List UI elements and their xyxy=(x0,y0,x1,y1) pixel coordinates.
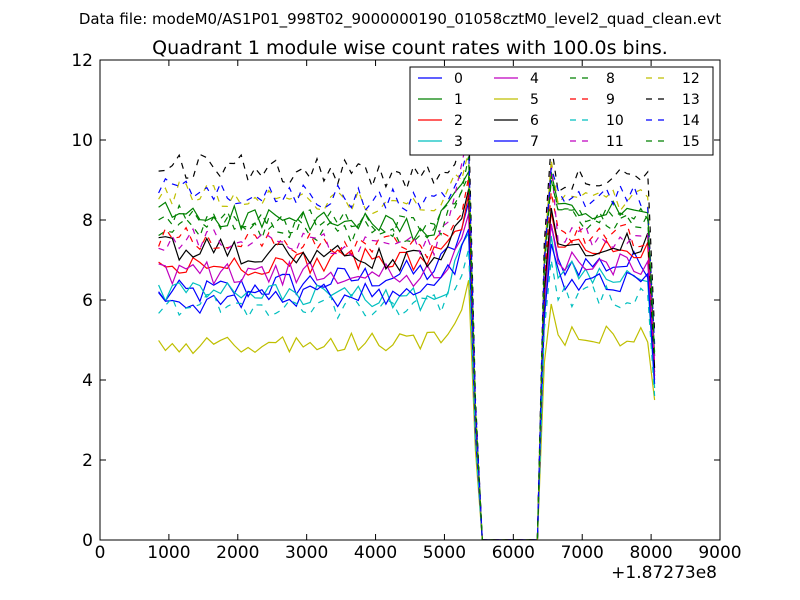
y-tick-label: 10 xyxy=(71,131,93,151)
legend-label-15: 15 xyxy=(682,134,700,150)
legend-label-0: 0 xyxy=(454,71,463,87)
legend-label-9: 9 xyxy=(606,92,615,108)
y-tick-label: 12 xyxy=(71,51,93,71)
x-tick-label: 5000 xyxy=(423,543,466,563)
series-line-6 xyxy=(158,189,656,540)
series-line-2 xyxy=(158,194,656,540)
x-tick-label: 6000 xyxy=(492,543,535,563)
legend-label-2: 2 xyxy=(454,113,463,129)
legend-label-3: 3 xyxy=(454,134,463,150)
y-tick-label: 0 xyxy=(82,531,93,551)
series-line-13 xyxy=(158,119,656,540)
series-line-1 xyxy=(158,169,656,540)
legend-label-11: 11 xyxy=(606,134,624,150)
series-line-12 xyxy=(158,150,656,540)
legend-label-1: 1 xyxy=(454,92,463,108)
legend-label-6: 6 xyxy=(530,113,539,129)
legend-box xyxy=(409,66,714,156)
series-line-14 xyxy=(158,144,656,540)
x-tick-label: 9000 xyxy=(698,543,741,563)
y-tick-label: 2 xyxy=(82,451,93,471)
series-line-7 xyxy=(158,228,656,540)
series-line-0 xyxy=(158,202,656,540)
x-tick-label: 8000 xyxy=(629,543,672,563)
series-line-15 xyxy=(158,156,656,540)
y-tick-label: 8 xyxy=(82,211,93,231)
legend-label-10: 10 xyxy=(606,113,624,129)
legend-label-7: 7 xyxy=(530,134,539,150)
series-line-4 xyxy=(158,213,656,540)
series-line-5 xyxy=(158,280,656,540)
legend-label-12: 12 xyxy=(682,71,700,87)
x-tick-label: 0 xyxy=(95,543,106,563)
x-tick-label: 4000 xyxy=(354,543,397,563)
series-line-10 xyxy=(158,249,656,540)
legend-label-4: 4 xyxy=(530,71,539,87)
legend-label-13: 13 xyxy=(682,92,700,108)
series-line-8 xyxy=(158,175,656,540)
axis-ticks: 0 1000 2000 3000 4000 5000 6000 7000 8000 9000 0 2 4… xyxy=(71,51,741,563)
series-layer xyxy=(158,119,656,540)
y-tick-label: 6 xyxy=(82,291,93,311)
x-offset-label: +1.87273e8 xyxy=(611,563,717,583)
x-tick-label: 1000 xyxy=(147,543,190,563)
legend-label-5: 5 xyxy=(530,92,539,108)
chart-suptitle: Data file: modeM0/AS1P01_998T02_90000001… xyxy=(79,10,721,29)
y-tick-label: 4 xyxy=(82,371,93,391)
x-tick-label: 2000 xyxy=(216,543,259,563)
x-tick-label: 7000 xyxy=(561,543,604,563)
series-line-11 xyxy=(158,132,656,540)
series-line-9 xyxy=(158,177,656,540)
legend-label-8: 8 xyxy=(606,71,615,87)
legend-label-14: 14 xyxy=(682,113,700,129)
chart-title: Quadrant 1 module wise count rates with … xyxy=(152,37,668,59)
x-tick-label: 3000 xyxy=(285,543,328,563)
